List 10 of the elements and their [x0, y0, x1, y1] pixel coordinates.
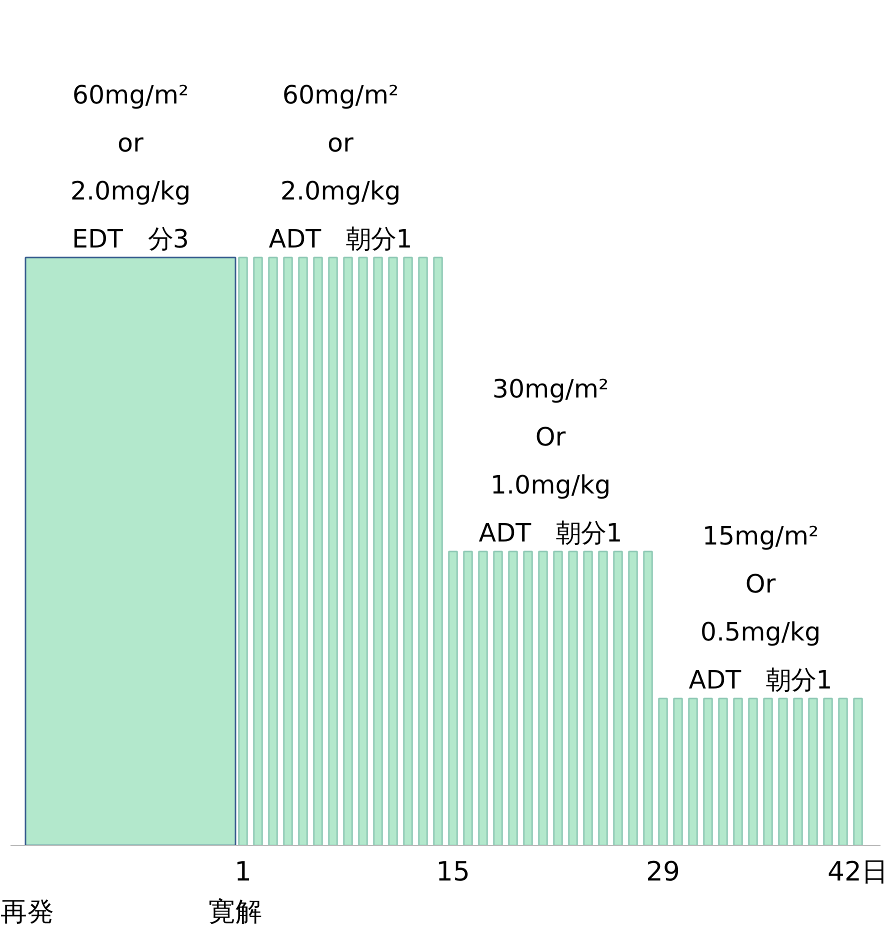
x-tick-label: 42日 [828, 856, 888, 888]
annotation: 15mg/m² Or 0.5mg/kg ADT 朝分1 [688, 520, 832, 694]
text: 再発 [0, 896, 54, 928]
text: 寛解 [208, 896, 262, 928]
x-tick-label: 29 [646, 856, 680, 888]
annotation: 60mg/m² or 2.0mg/kg ADT 朝分1 [268, 79, 412, 254]
x-tick-label: 15 [436, 856, 470, 888]
annotation: 60mg/m² or 2.0mg/kg EDT 分3 [70, 79, 191, 254]
x-tick-label: 1 [234, 856, 252, 888]
annotation: 30mg/m² Or 1.0mg/kg ADT 朝分1 [478, 373, 622, 548]
